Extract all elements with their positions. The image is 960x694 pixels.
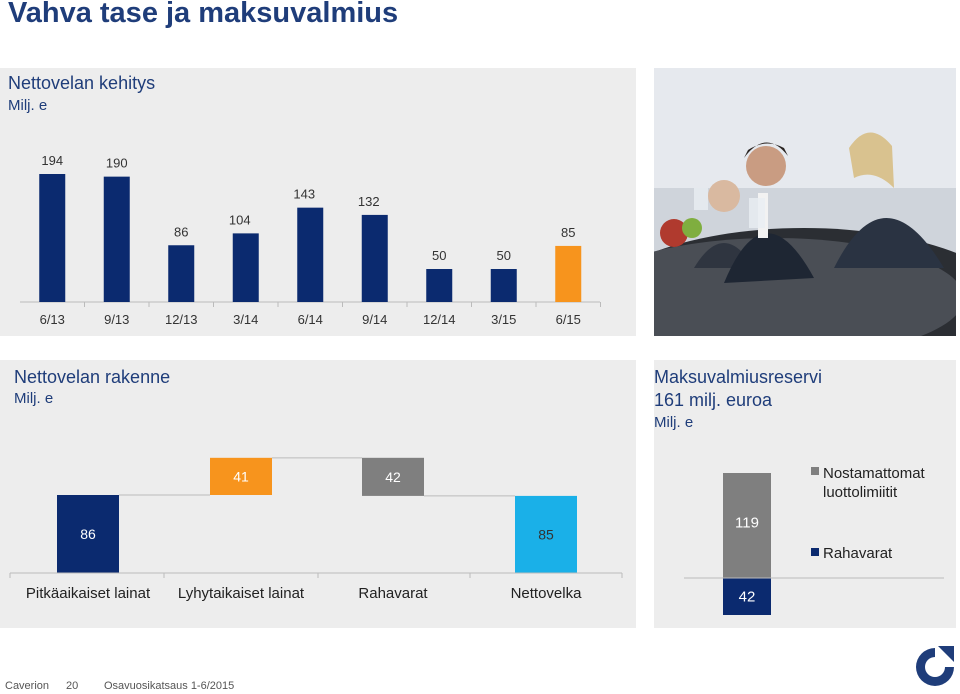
- net-debt-structure-chart: 86 Pitkäaikaiset lainat 41 Lyhytaikaiset la…: [9, 457, 623, 602]
- net-debt-structure-unit: Milj. e: [14, 390, 54, 407]
- waterfall-category-label: Rahavarat: [358, 585, 428, 602]
- net-debt-trend-chart: 194 6/13 190 9/13 86 12/13 104 3/14 143 6/14 132 9/…: [20, 153, 601, 327]
- bar-value-label: 50: [497, 248, 511, 263]
- bar-6-14: [297, 207, 324, 302]
- liquidity-reserve-unit: Milj. e: [654, 414, 694, 431]
- x-tick-label: 12/13: [165, 312, 198, 327]
- liquidity-reserve-panel: [654, 360, 956, 628]
- footer-company: Caverion: [5, 680, 50, 692]
- stack-value-label: 119: [735, 515, 759, 532]
- waterfall-value-label: 86: [80, 526, 96, 542]
- meeting-photo: [654, 68, 956, 336]
- legend-label: Rahavarat: [823, 545, 893, 562]
- bar-value-label: 143: [293, 187, 315, 202]
- legend-swatch-cash: [811, 548, 819, 556]
- stack-value-label: 42: [739, 588, 756, 605]
- waterfall-value-label: 41: [233, 468, 249, 484]
- waterfall-bar: [362, 457, 424, 496]
- bar-value-label: 86: [174, 224, 188, 239]
- x-tick-label: 12/14: [423, 312, 456, 327]
- bar-3-15: [490, 269, 517, 302]
- bar-3-14: [232, 233, 259, 302]
- footer-doc: Osavuosikatsaus 1-6/2015: [104, 680, 235, 692]
- bar-9-13: [103, 176, 130, 302]
- net-debt-structure-title: Nettovelan rakenne: [14, 367, 171, 387]
- bar-9-14: [361, 214, 388, 302]
- stack-segment-limits: [723, 473, 771, 578]
- slide-title: Vahva tase ja maksuvalmius: [8, 0, 399, 29]
- liquidity-reserve-title: Maksuvalmiusreservi: [654, 367, 823, 387]
- bar-12-14: [426, 269, 453, 302]
- bar-value-label: 85: [561, 225, 575, 240]
- footer-page: 20: [66, 680, 79, 692]
- x-tick-label: 6/13: [40, 312, 65, 327]
- bar-value-label: 132: [358, 194, 380, 209]
- waterfall-bar: [515, 495, 577, 573]
- liquidity-reserve-chart: 119 42 Nostamattomat luottolimiitit Rahavara…: [684, 465, 944, 615]
- waterfall-bar: [57, 495, 119, 573]
- waterfall-value-label: 42: [385, 469, 401, 485]
- caverion-logo-icon: [916, 646, 954, 686]
- waterfall-value-label: 85: [538, 526, 554, 542]
- waterfall-category-label: Nettovelka: [511, 585, 583, 602]
- bar-value-label: 104: [229, 212, 251, 227]
- bar-6-13: [39, 174, 66, 302]
- liquidity-reserve-total: 161 milj. euroa: [654, 390, 773, 410]
- x-tick-label: 6/15: [556, 312, 581, 327]
- x-tick-label: 3/14: [233, 312, 258, 327]
- bar-value-label: 50: [432, 248, 446, 263]
- waterfall-category-label: Lyhytaikaiset lainat: [178, 585, 305, 602]
- legend-swatch-limits: [811, 467, 819, 475]
- bar-6-15: [555, 245, 582, 302]
- waterfall-bar: [210, 457, 272, 495]
- x-tick-label: 9/13: [104, 312, 129, 327]
- net-debt-trend-title: Nettovelan kehitys: [8, 73, 156, 93]
- net-debt-structure-panel: [0, 360, 636, 628]
- x-tick-label: 3/15: [491, 312, 516, 327]
- legend-label: Nostamattomat luottolimiitit: [823, 465, 926, 501]
- bar-value-label: 190: [106, 156, 128, 171]
- net-debt-trend-unit: Milj. e: [8, 97, 48, 114]
- photo-illustration: [654, 68, 956, 336]
- x-tick-label: 6/14: [298, 312, 323, 327]
- x-tick-label: 9/14: [362, 312, 387, 327]
- stack-segment-cash: [723, 577, 771, 615]
- waterfall-category-label: Pitkäaikaiset lainat: [26, 585, 151, 602]
- bar-value-label: 194: [41, 153, 63, 168]
- bar-12-13: [168, 245, 195, 302]
